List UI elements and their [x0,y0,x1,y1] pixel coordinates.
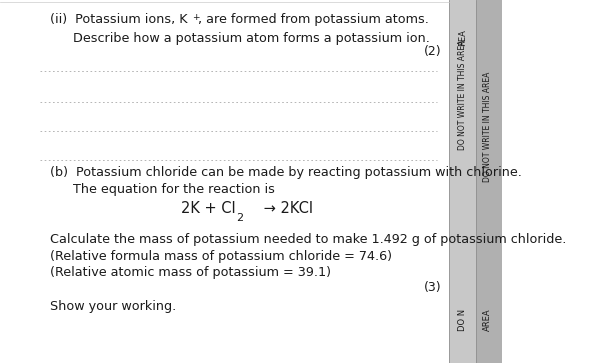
FancyBboxPatch shape [476,0,502,363]
Text: AREA: AREA [483,308,492,331]
FancyBboxPatch shape [0,0,449,363]
Text: +: + [193,13,200,21]
Text: Calculate the mass of potassium needed to make 1.492 g of potassium chloride.: Calculate the mass of potassium needed t… [50,233,566,246]
Text: Describe how a potassium atom forms a potassium ion.: Describe how a potassium atom forms a po… [73,32,430,45]
Text: 2: 2 [236,213,243,223]
Text: → 2KCl: → 2KCl [259,201,313,216]
Text: (ii)  Potassium ions, K: (ii) Potassium ions, K [50,13,188,26]
Text: (b)  Potassium chloride can be made by reacting potassium with chlorine.: (b) Potassium chloride can be made by re… [50,166,522,179]
Text: Show your working.: Show your working. [50,300,176,313]
Text: 2K + Cl: 2K + Cl [181,201,236,216]
Text: The equation for the reaction is: The equation for the reaction is [73,183,275,196]
Text: (3): (3) [424,281,442,294]
Text: (Relative atomic mass of potassium = 39.1): (Relative atomic mass of potassium = 39.… [50,266,331,280]
Text: (Relative formula mass of potassium chloride = 74.6): (Relative formula mass of potassium chlo… [50,250,392,263]
Text: DO NOT WRITE IN THIS AREA: DO NOT WRITE IN THIS AREA [458,39,467,150]
Text: , are formed from potassium atoms.: , are formed from potassium atoms. [199,13,429,26]
Text: (2): (2) [424,45,442,58]
Text: DO N: DO N [458,309,467,330]
Text: REA: REA [458,29,467,46]
Text: DO NOT WRITE IN THIS AREA: DO NOT WRITE IN THIS AREA [483,72,492,182]
FancyBboxPatch shape [449,0,476,363]
